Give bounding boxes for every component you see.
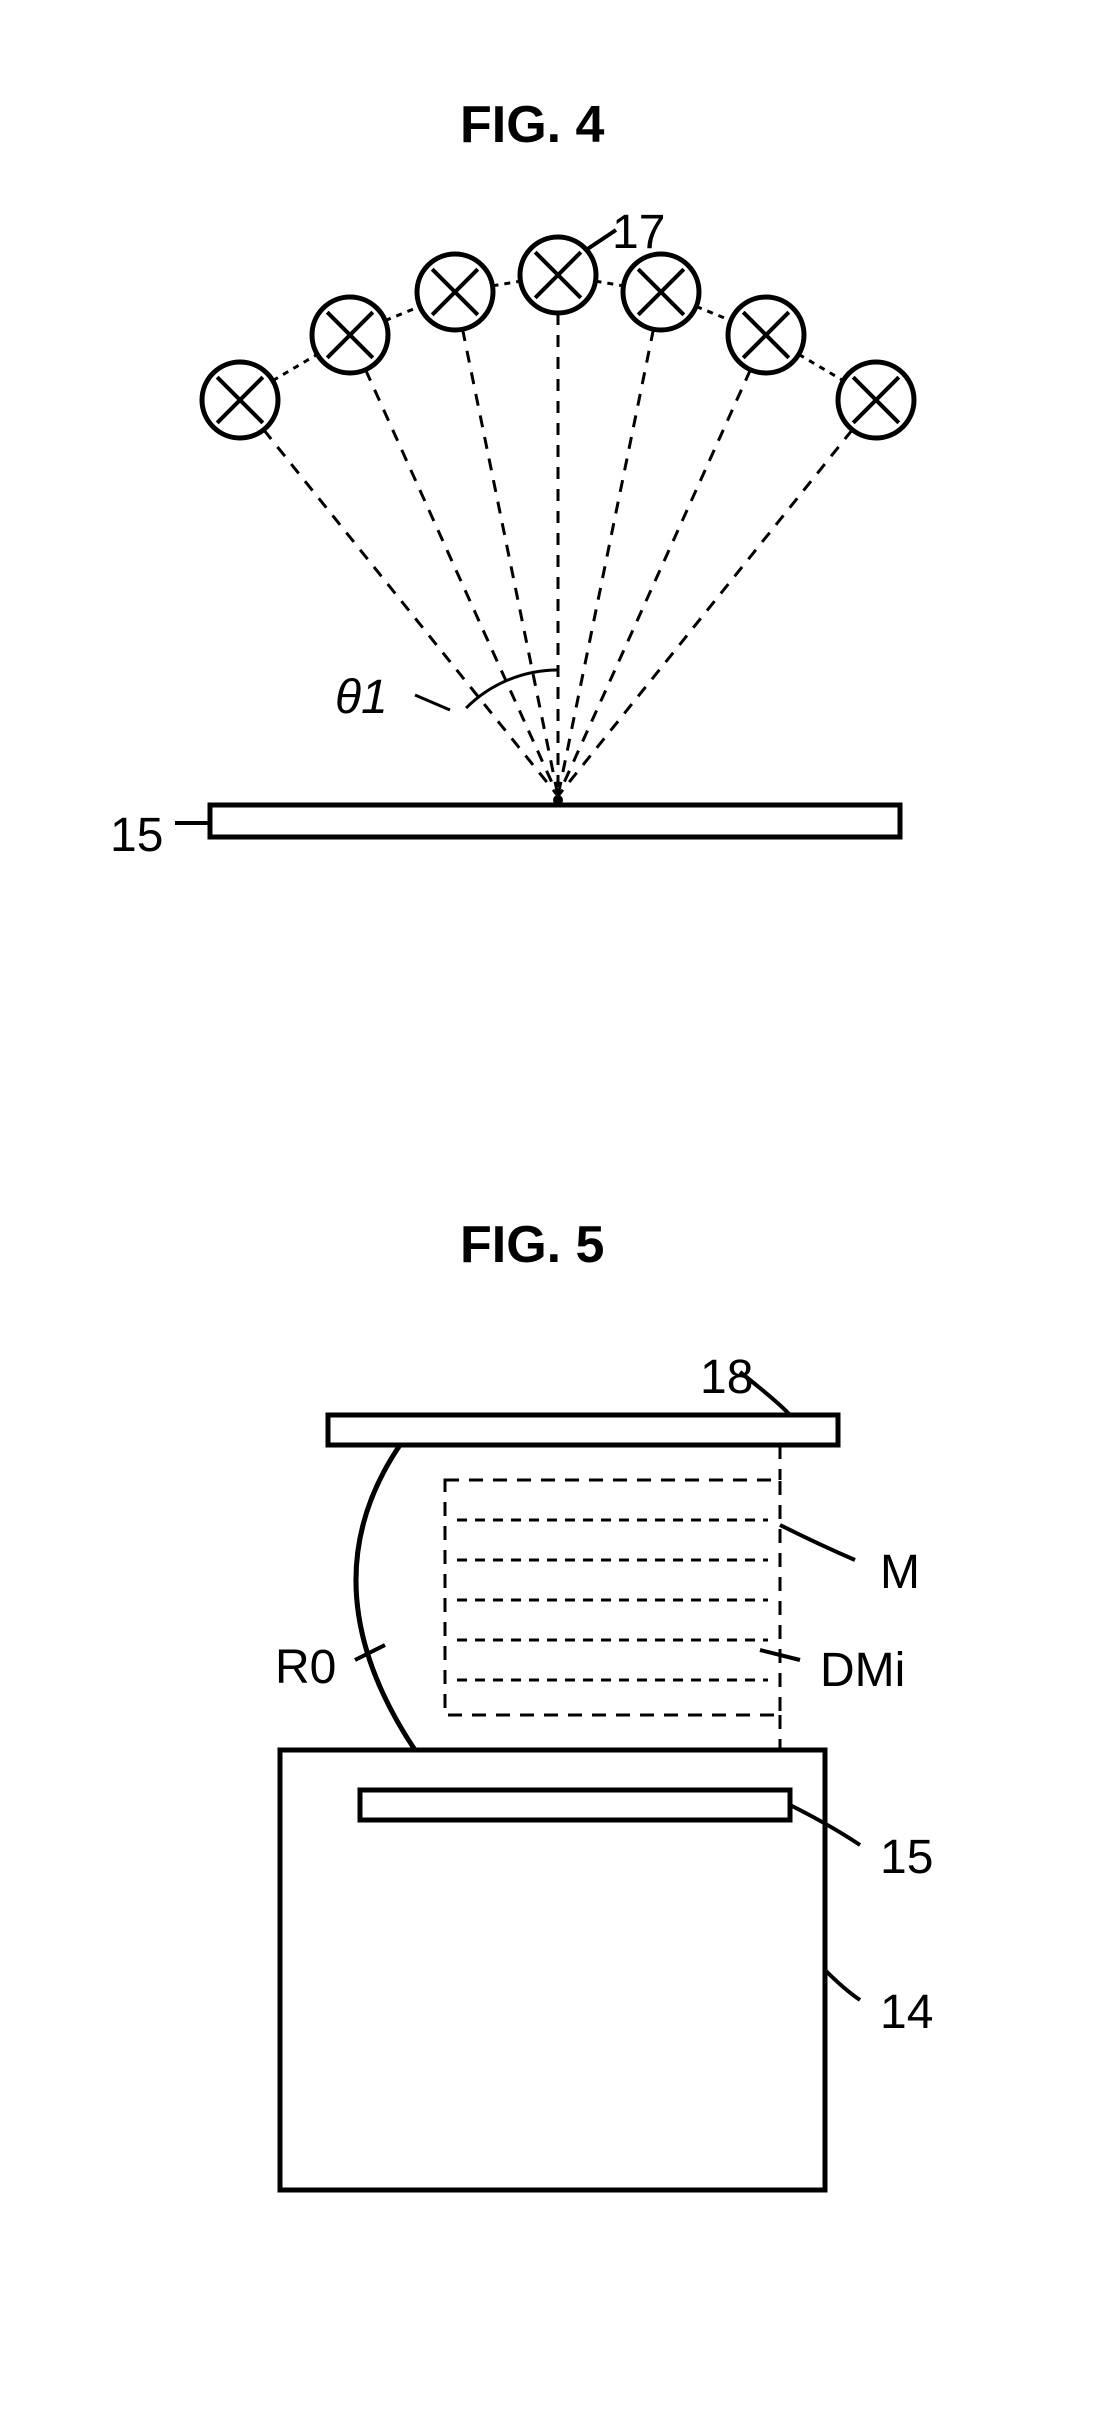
fig5-title: FIG. 5	[460, 1215, 604, 1275]
fig4-diagram	[150, 200, 990, 900]
fig4-title: FIG. 4	[460, 95, 604, 155]
fig5-diagram	[220, 1350, 1000, 2250]
